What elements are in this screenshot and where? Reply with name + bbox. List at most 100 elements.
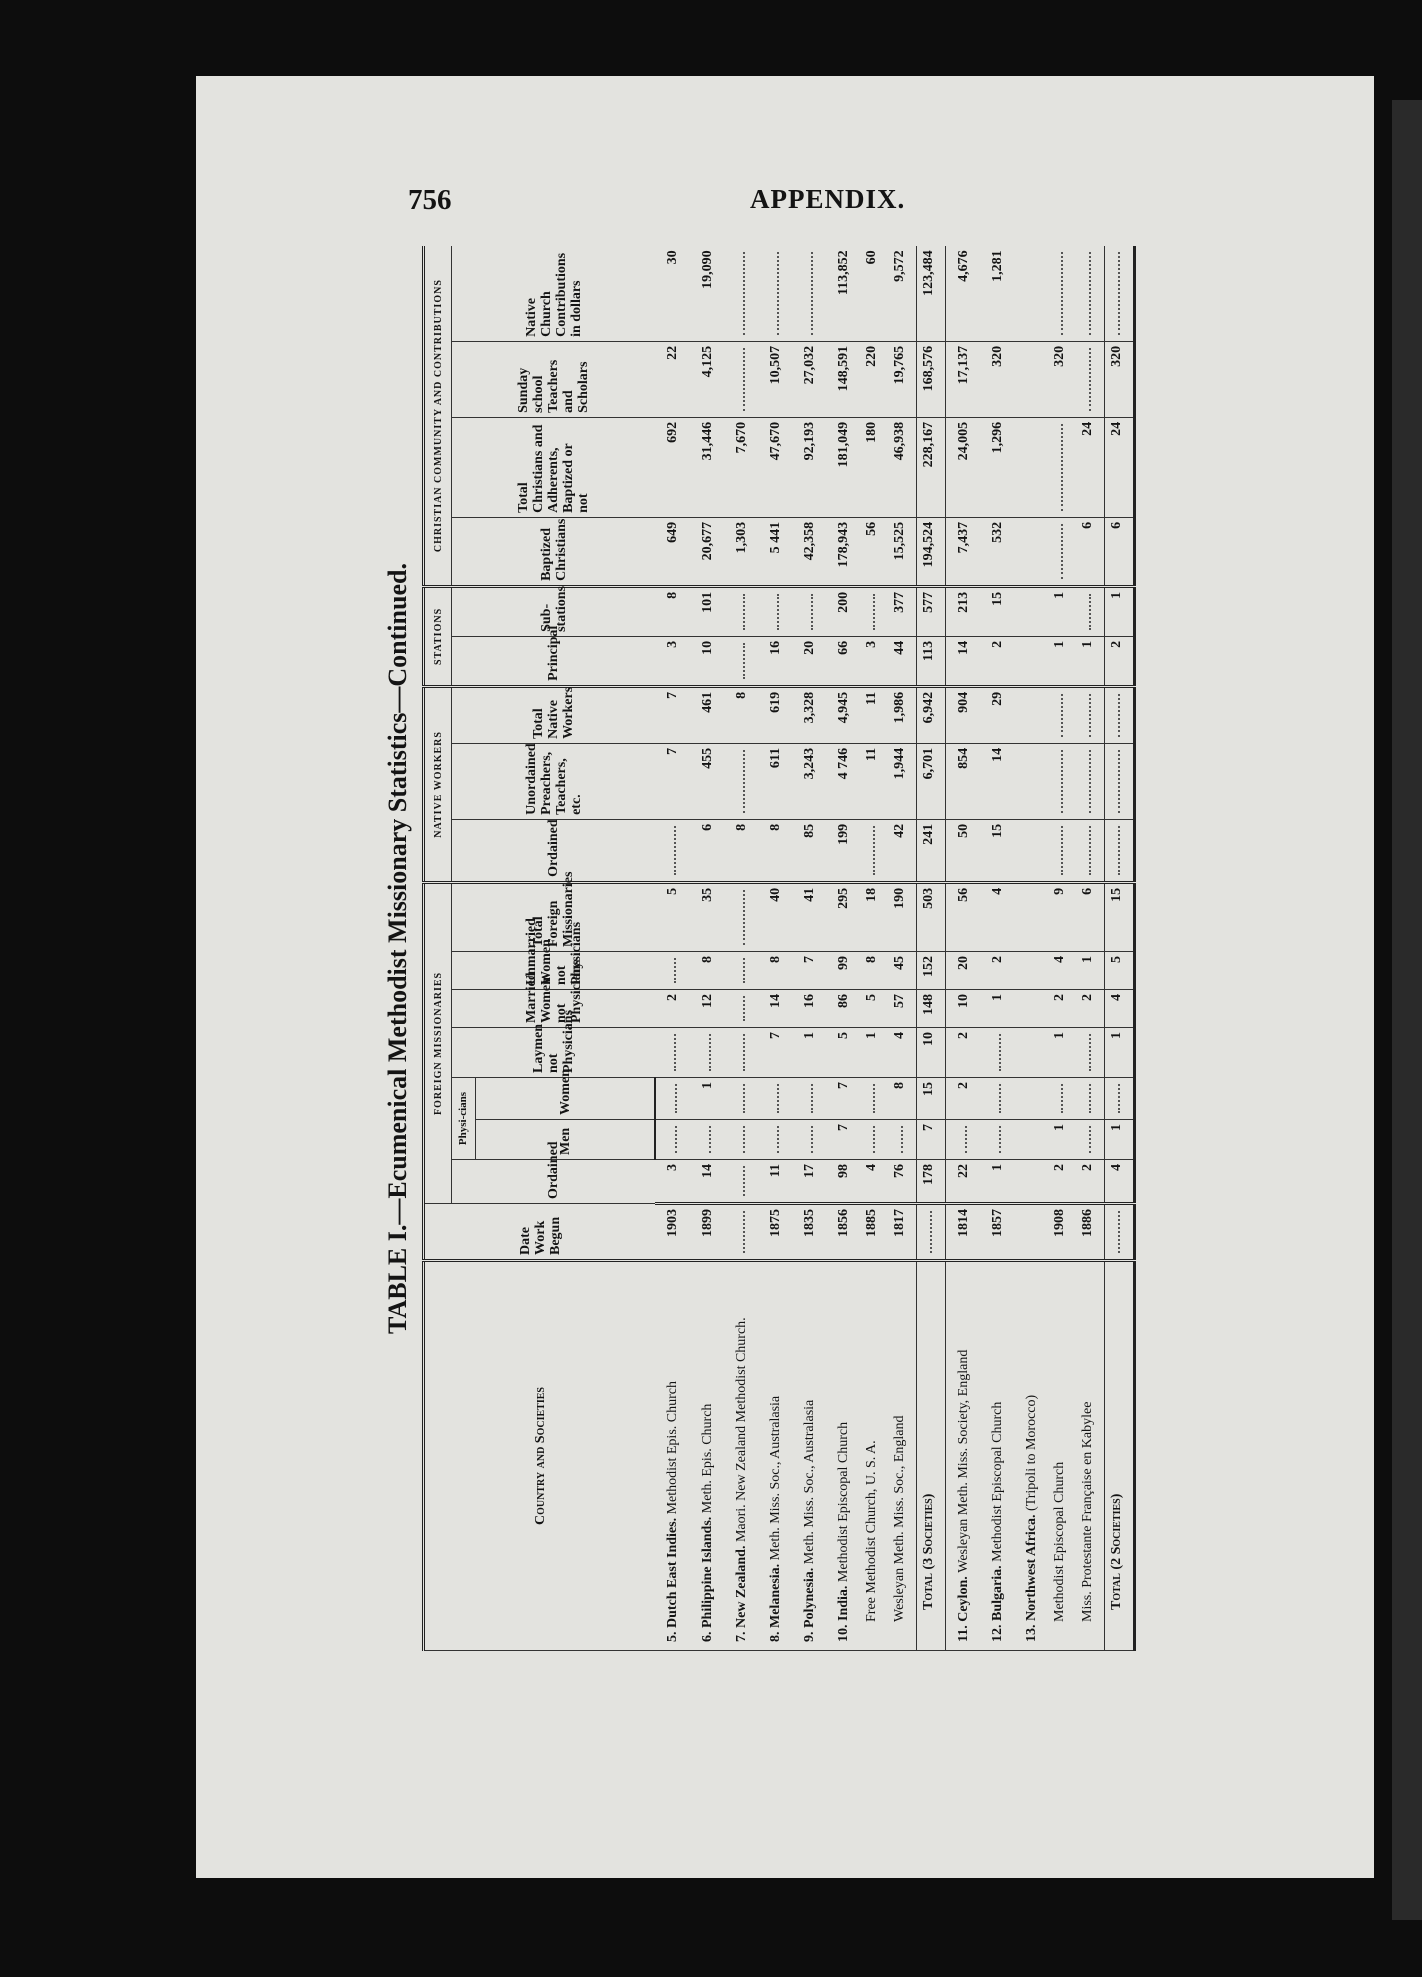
table-cell: 31,446 (690, 417, 724, 518)
table-cell: 649 (655, 517, 690, 587)
cell-value: 11 (864, 691, 879, 706)
cell-value: 5 (1109, 956, 1124, 963)
table-cell (888, 1119, 917, 1160)
cell-value: 17,137 (956, 345, 971, 385)
dot-leader (1109, 693, 1120, 737)
cell-value: 1875 (768, 1209, 783, 1237)
cell-value: 2 (665, 994, 680, 1001)
table-cell (1076, 1027, 1105, 1078)
table-cell: 123,484 (916, 246, 946, 342)
dot-leader (956, 1126, 967, 1153)
table-cell: 41 (792, 882, 826, 952)
cell-value: 1886 (1080, 1209, 1095, 1237)
dot-leader (700, 1034, 711, 1071)
table-cell: 86 (826, 989, 860, 1028)
table-cell: 5 (826, 1027, 860, 1078)
table-cell: 854 (945, 743, 980, 820)
table-cell: 178 (916, 1159, 946, 1204)
table-cell: 22 (945, 1159, 980, 1204)
dot-leader (1080, 252, 1091, 335)
cell-value: 20,677 (700, 521, 715, 561)
table-cell (724, 882, 758, 952)
table-cell (758, 586, 792, 637)
column-header: Baptized Christians (451, 517, 655, 587)
table-cell: 8 (758, 819, 792, 883)
table-cell: 10 (916, 1027, 946, 1078)
table-cell: 1875 (758, 1203, 792, 1261)
table-cell (655, 1119, 690, 1160)
table-cell: 44 (888, 636, 917, 687)
table-cell: 11 (758, 1159, 792, 1204)
dot-leader (768, 1084, 779, 1113)
cell-value: 10 (956, 994, 971, 1008)
cell-value: 11 (768, 1164, 783, 1178)
table-cell: 17 (792, 1159, 826, 1204)
column-header: Principal (451, 626, 655, 687)
table-cell: 7 (916, 1119, 946, 1160)
row-label: Free Methodist Church, U. S. A. (860, 1260, 888, 1651)
table-cell: 14 (980, 743, 1014, 820)
dot-leader (734, 958, 745, 983)
dot-leader (666, 1126, 677, 1153)
table-cell: 190 (888, 882, 917, 952)
cell-value: 14 (700, 1164, 715, 1178)
table-cell: 1 (1076, 951, 1105, 990)
cell-value: 4 (1052, 956, 1067, 963)
table-cell: 7 (655, 686, 690, 744)
cell-value: 4 (990, 887, 1005, 895)
table-cell: 2 (945, 1027, 980, 1078)
cell-value: 503 (921, 887, 936, 909)
table-cell (1076, 246, 1105, 342)
table-cell: 1 (860, 1027, 888, 1078)
table-cell: 17,137 (945, 341, 980, 418)
cell-value: 4 (1109, 1164, 1124, 1171)
region-name: Melanesia. (768, 1563, 783, 1628)
row-label: 10. India. Methodist Episcopal Church (826, 1260, 860, 1651)
row-label: 11. Ceylon. Wesleyan Meth. Miss. Society… (945, 1260, 980, 1651)
table-cell (860, 586, 888, 637)
cell-value: 1 (1052, 1124, 1067, 1131)
table-cell: 3,243 (792, 743, 826, 820)
table-cell (1076, 1119, 1105, 1160)
table-cell (690, 1027, 724, 1078)
table-cell: 9,572 (888, 246, 917, 342)
cell-value: 220 (864, 345, 879, 367)
cell-value: 2 (1109, 640, 1124, 648)
table-cell: 101 (690, 586, 724, 637)
table-cell: 2 (1048, 1159, 1076, 1204)
cell-value: 30 (665, 250, 680, 265)
table-cell: 22 (655, 341, 690, 418)
cell-value: 24 (1109, 421, 1124, 436)
table-cell: 56 (860, 517, 888, 587)
table-cell: 56 (945, 882, 980, 952)
table-cell: 14 (690, 1159, 724, 1204)
group-header: Christian Community and Contributions (423, 246, 452, 587)
table-cell: 24,005 (945, 417, 980, 518)
cell-value: 45 (892, 956, 907, 970)
row-number: 11. (956, 1625, 971, 1642)
table-cell: 4,676 (945, 246, 980, 342)
table-cell: 29 (980, 686, 1014, 744)
society-name: Methodist Episcopal Church (836, 1421, 851, 1583)
cell-value: 1 (1080, 640, 1095, 648)
table-cell: 1 (1104, 1119, 1135, 1160)
table-cell: 213 (945, 586, 980, 637)
dot-leader (864, 1084, 875, 1113)
cell-value: 86 (836, 994, 851, 1008)
table-cell: 24 (1076, 417, 1105, 518)
cell-value: 320 (990, 345, 1005, 367)
dot-leader (1052, 693, 1063, 737)
table-cell: 1856 (826, 1203, 860, 1261)
cell-value: 1,303 (734, 521, 749, 554)
cell-value: 101 (700, 591, 715, 613)
row-label: Total (2 Societies) (1104, 1260, 1135, 1651)
table-cell (1048, 686, 1076, 744)
table-cell (1014, 636, 1048, 687)
table-cell: 152 (916, 951, 946, 990)
table-cell: 14 (758, 989, 792, 1028)
total-row: Total (3 Societies) 178 7 15 10 148 152 503 241 6… (916, 246, 946, 1651)
cell-value: 16 (768, 640, 783, 655)
table-cell: 577 (916, 586, 946, 637)
cell-value: 15 (990, 823, 1005, 838)
